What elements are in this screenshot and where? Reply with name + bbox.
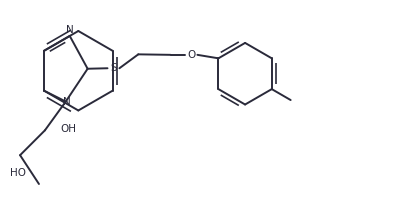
Text: N: N <box>66 25 74 35</box>
Text: S: S <box>110 63 117 73</box>
Text: OH: OH <box>61 124 76 134</box>
Text: HO: HO <box>9 168 25 178</box>
Text: O: O <box>187 50 195 60</box>
Text: N: N <box>63 96 71 106</box>
